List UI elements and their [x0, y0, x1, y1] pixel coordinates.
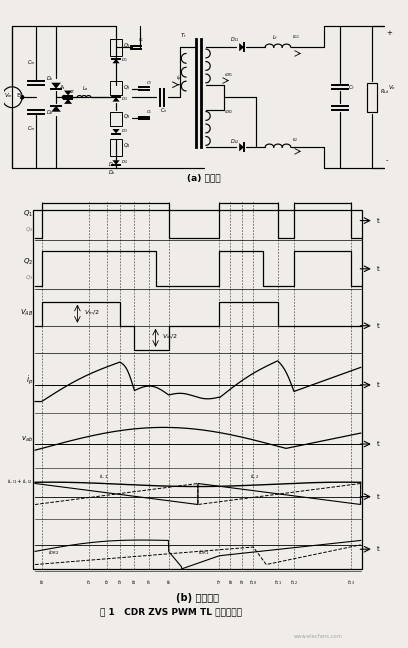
Text: +: + — [386, 30, 392, 36]
Text: $D_b$: $D_b$ — [108, 160, 116, 169]
Text: $i_p$: $i_p$ — [26, 374, 33, 387]
Polygon shape — [51, 106, 61, 111]
Text: $C_f$: $C_f$ — [348, 83, 355, 92]
Text: $D_b$: $D_b$ — [46, 108, 54, 117]
Text: $i_{DR2}$: $i_{DR2}$ — [224, 109, 233, 117]
Text: $C_n$: $C_n$ — [160, 106, 167, 115]
Text: $Q_2$: $Q_2$ — [23, 257, 33, 268]
Text: $Q_3$: $Q_3$ — [123, 83, 131, 92]
Text: $T_r$: $T_r$ — [180, 31, 187, 40]
Text: $I_{L2}$: $I_{L2}$ — [292, 136, 299, 144]
Polygon shape — [239, 143, 244, 152]
Text: $V_{in}$: $V_{in}$ — [4, 91, 13, 100]
Text: $Q_4$: $Q_4$ — [25, 225, 33, 234]
Text: $t_4$: $t_4$ — [131, 577, 137, 586]
Text: A: A — [60, 85, 64, 90]
Text: $t_1$: $t_1$ — [86, 577, 92, 586]
Text: $D_{11}$: $D_{11}$ — [230, 35, 240, 44]
Text: t: t — [377, 441, 380, 447]
Text: t: t — [377, 494, 380, 500]
Circle shape — [62, 95, 66, 99]
Text: $L_a$: $L_a$ — [82, 84, 89, 93]
Text: $Q_3$: $Q_3$ — [25, 273, 33, 282]
Text: $i_{DR1}$: $i_{DR1}$ — [224, 71, 233, 79]
Text: $D_3$: $D_3$ — [121, 128, 128, 135]
Polygon shape — [51, 83, 61, 89]
Text: $i_{L,2}$: $i_{L,2}$ — [250, 473, 259, 481]
Text: t: t — [377, 546, 380, 552]
Text: $V_{in}/2$: $V_{in}/2$ — [162, 332, 178, 341]
Text: $Q_4$: $Q_4$ — [123, 141, 131, 150]
Text: $R_{Ld}$: $R_{Ld}$ — [380, 87, 389, 96]
Polygon shape — [113, 59, 120, 64]
Text: $D_1$: $D_1$ — [121, 57, 128, 64]
Text: $\mathsf{Z}$: $\mathsf{Z}$ — [70, 88, 75, 95]
Text: $C_1$: $C_1$ — [138, 36, 144, 43]
Text: t: t — [377, 323, 380, 329]
Text: -: - — [386, 157, 388, 163]
Text: $D_b$: $D_b$ — [46, 75, 54, 84]
Text: $t_2$: $t_2$ — [104, 577, 110, 586]
Text: $t_7$: $t_7$ — [216, 577, 222, 586]
Text: $L_f$: $L_f$ — [272, 33, 278, 41]
Bar — [110, 111, 122, 126]
Text: $i_{L,1}$: $i_{L,1}$ — [99, 473, 108, 481]
Polygon shape — [113, 97, 120, 102]
Polygon shape — [113, 129, 120, 133]
Text: $Q_1$: $Q_1$ — [123, 41, 131, 50]
Text: $C_3$: $C_3$ — [146, 80, 153, 87]
Text: $D_b$: $D_b$ — [108, 168, 116, 177]
Text: $t_0$: $t_0$ — [39, 577, 44, 586]
Text: $V_{in}/2$: $V_{in}/2$ — [84, 308, 100, 317]
Text: $V_{AB}$: $V_{AB}$ — [20, 308, 33, 318]
Text: $V_o$: $V_o$ — [388, 83, 396, 92]
Text: B: B — [16, 93, 20, 98]
Text: www.elecfans.com: www.elecfans.com — [294, 634, 343, 639]
Polygon shape — [64, 91, 72, 95]
Polygon shape — [113, 160, 120, 165]
Text: $v_{ab}$: $v_{ab}$ — [22, 435, 33, 445]
Text: $t_3$: $t_3$ — [117, 577, 123, 586]
Text: $t_9$: $t_9$ — [239, 577, 245, 586]
Text: $Q_1$: $Q_1$ — [23, 209, 33, 219]
Text: $C_{in}$: $C_{in}$ — [27, 124, 35, 133]
Bar — [110, 139, 122, 156]
Text: $Q_3$: $Q_3$ — [123, 112, 131, 121]
Text: (a) 主电路: (a) 主电路 — [187, 174, 221, 183]
Text: $t_{12}$: $t_{12}$ — [290, 577, 298, 586]
Text: t: t — [377, 266, 380, 272]
Text: $C_{in}$: $C_{in}$ — [27, 58, 35, 67]
Text: $i_{L,l1}+i_{L,l2}$: $i_{L,l1}+i_{L,l2}$ — [7, 478, 33, 487]
Circle shape — [20, 95, 24, 99]
Text: $t_{13}$: $t_{13}$ — [347, 577, 355, 586]
Text: $t_6$: $t_6$ — [166, 577, 171, 586]
Text: $i_p$: $i_p$ — [176, 75, 182, 84]
Text: $i_{DR2}$: $i_{DR2}$ — [48, 548, 59, 557]
Text: $C_5$: $C_5$ — [146, 109, 153, 117]
Text: 图 1   CDR ZVS PWM TL 直流变换器: 图 1 CDR ZVS PWM TL 直流变换器 — [100, 607, 242, 616]
Polygon shape — [239, 43, 244, 51]
Text: $t_5$: $t_5$ — [146, 577, 152, 586]
Text: $D_3$: $D_3$ — [121, 95, 128, 103]
Text: $t_{11}$: $t_{11}$ — [274, 577, 282, 586]
Text: (b) 主要波形: (b) 主要波形 — [176, 593, 220, 603]
Text: $D_4$: $D_4$ — [121, 159, 128, 167]
Polygon shape — [64, 99, 72, 104]
Text: $i_{DR1}$: $i_{DR1}$ — [198, 548, 209, 557]
Text: $t_8$: $t_8$ — [228, 577, 233, 586]
Text: $D_{12}$: $D_{12}$ — [230, 137, 240, 146]
Text: t: t — [377, 218, 380, 224]
Text: $t_{10}$: $t_{10}$ — [249, 577, 257, 586]
Bar — [110, 39, 122, 56]
Bar — [110, 80, 122, 95]
Text: t: t — [377, 382, 380, 388]
Text: $I_{L11}$: $I_{L11}$ — [292, 34, 301, 41]
Bar — [367, 83, 377, 111]
